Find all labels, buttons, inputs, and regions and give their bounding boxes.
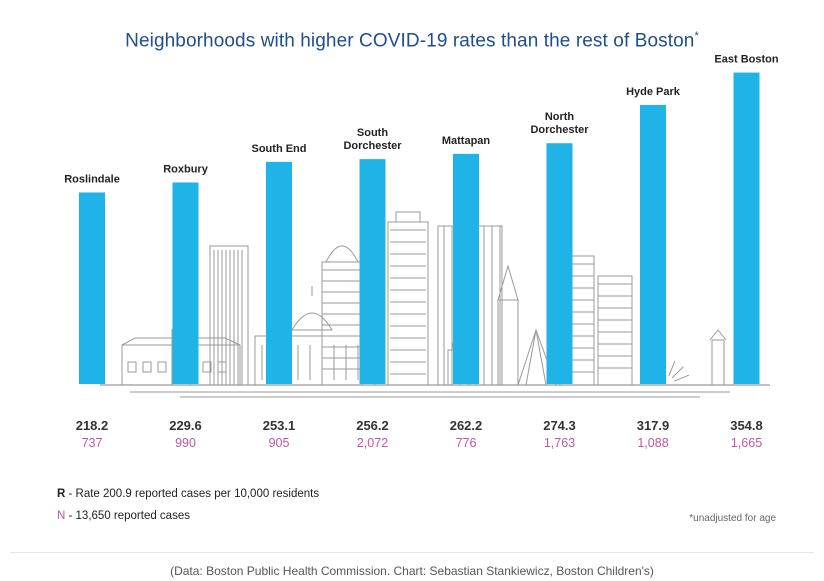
bar-south-dorchester [359,159,386,384]
cases-label: 990 [175,436,196,450]
legend-rate: R - Rate 200.9 reported cases per 10,000… [57,488,319,500]
bar-roslindale [79,192,105,384]
cases-label: 1,665 [731,436,762,450]
chart-title-text: Neighborhoods with higher COVID-19 rates… [125,30,695,52]
category-label: Hyde Park [626,86,681,98]
divider [10,552,814,553]
skyline-window [127,361,137,373]
bar-south-end [266,161,292,384]
bar-mattapan [453,153,479,384]
footnote-unadjusted: *unadjusted for age [689,513,776,524]
cases-label: 1,088 [637,436,668,450]
chart-card: Neighborhoods with higher COVID-19 rates… [0,30,824,524]
skyline-window [142,361,152,373]
legend-cases-key: N [57,510,66,522]
category-label: Dorchester [530,124,589,136]
chart-title: Neighborhoods with higher COVID-19 rates… [0,30,824,52]
bars-group [79,72,760,385]
rate-label: 218.2 [76,418,109,433]
city-skyline-illustration [100,211,770,398]
skyline-custom-tower [387,221,429,386]
cases-label: 776 [456,436,477,450]
rate-label: 317.9 [637,418,670,433]
skyline-window [202,361,212,373]
cases-label: 905 [269,436,290,450]
rate-label: 253.1 [263,418,296,433]
legend-rate-text: - Rate 200.9 reported cases per 10,000 r… [65,488,320,500]
skyline-clock-tower [497,299,519,386]
skyline-right-block [597,275,633,386]
cases-label: 737 [82,436,103,450]
rate-label: 354.8 [730,418,763,433]
legend-cases: N - 13,650 reported cases [57,510,190,522]
bar-east-boston [733,72,760,384]
category-label: South End [252,143,307,155]
category-label: Roslindale [64,173,120,185]
bar-hyde-park [640,104,666,385]
title-asterisk: * [694,30,699,42]
bar-roxbury [172,182,199,384]
rate-label: 262.2 [450,418,483,433]
rate-label: 256.2 [356,418,389,433]
skyline-window [157,361,167,373]
category-label: Mattapan [442,135,491,147]
legend-cases-text: - 13,650 reported cases [65,510,190,522]
value-labels-group: 218.2 737 229.6 990 253.1 905 256.2 2,072 262.2 7… [76,418,763,450]
cases-label: 1,763 [544,436,575,450]
source-credit: (Data: Boston Public Health Commission. … [170,564,654,578]
bar-north-dorchester [546,143,573,384]
category-label: Roxbury [163,163,209,175]
rate-label: 274.3 [543,418,576,433]
skyline-lighthouse [711,339,725,386]
category-label: East Boston [714,54,778,66]
rate-label: 229.6 [169,418,202,433]
category-label: South [357,127,388,139]
cases-label: 2,072 [357,436,388,450]
category-label: North [545,111,575,123]
category-label: Dorchester [343,140,402,152]
legend-rate-key: R [57,488,66,500]
